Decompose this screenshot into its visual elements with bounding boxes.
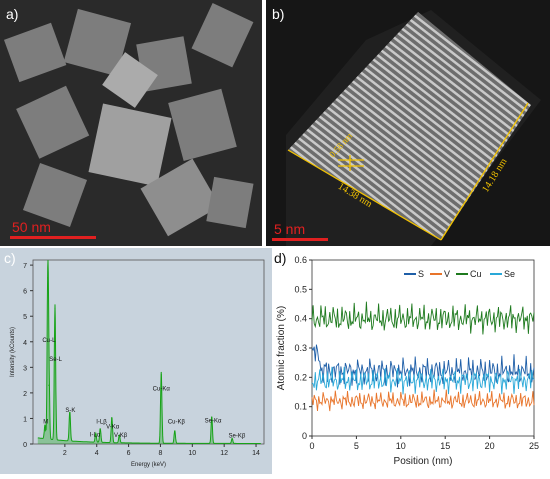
series-line-s	[311, 344, 535, 388]
scale-bar-b	[272, 238, 328, 241]
peak-label: Cu-Kβ	[168, 420, 186, 426]
x-tick-label: 25	[529, 441, 539, 451]
x-tick-label: 4	[95, 450, 99, 457]
peak-label: Se-Kα	[205, 418, 222, 424]
x-axis-label: Position (nm)	[394, 456, 453, 467]
nanocube	[102, 52, 158, 108]
atomic-fraction-chart: 0 0.1 0.2 0.3 0.4 0.5 0.6 0 5 10 15 20 25 Position (n…	[276, 255, 539, 467]
legend-label-v: V	[444, 269, 450, 279]
y-tick-label: 2	[23, 391, 27, 398]
y-tick-label: 4	[23, 340, 27, 347]
spectrum-peak	[111, 417, 113, 420]
nanocube	[206, 176, 254, 229]
scale-bar-label-b: 5 nm	[274, 221, 306, 237]
spectrum-peak	[160, 371, 162, 374]
x-tick-label: 5	[354, 441, 359, 451]
panel-a-tem-image: a) 50 nm	[0, 0, 262, 246]
y-tick-label: 0.4	[294, 314, 307, 324]
y-tick-label: 0.3	[294, 343, 307, 353]
spectrum-peak	[54, 307, 56, 310]
edge-line-14-18	[440, 102, 529, 241]
nanocube	[191, 3, 254, 68]
legend-label-cu: Cu	[470, 269, 482, 279]
spectrum-fill	[37, 260, 261, 444]
panel-d-line-profile: d) 0 0.1 0.2 0.3 0.4 0.5 0.6 0 5 10 15 20 25 Position…	[272, 248, 550, 474]
scale-bar-label-a: 50 nm	[12, 219, 51, 235]
y-tick-label: 7	[23, 263, 27, 270]
nanocube	[22, 162, 88, 228]
x-tick-label: 6	[127, 450, 131, 457]
tem-overview-svg	[0, 0, 262, 246]
x-tick-label: 10	[396, 441, 406, 451]
spectrum-peak	[118, 435, 120, 437]
peak-label: I-Lβ	[96, 420, 107, 426]
series-line-v	[311, 389, 535, 412]
panel-b-hrtem-image: b) 0.58 nm 14.38 nm 14.18 nm 5 nm	[266, 0, 550, 246]
x-tick-label: 12	[220, 450, 228, 457]
y-axis-label: Intensity (kCounts)	[10, 327, 16, 377]
spectrum-line	[37, 259, 261, 444]
x-tick-label: 10	[188, 450, 196, 457]
peak-label: V-Kβ	[114, 433, 128, 439]
panel-label-c: c)	[4, 250, 16, 266]
peak-label: Se-L	[49, 357, 62, 363]
spectrum-peak	[211, 416, 213, 418]
x-axis-label: Energy (keV)	[131, 462, 166, 468]
y-tick-label: 0.1	[294, 402, 307, 412]
spectrum-peak	[47, 277, 49, 279]
y-tick-label: 0.6	[294, 255, 307, 265]
spectrum-peak	[99, 429, 101, 431]
spectrum-peak	[231, 438, 233, 440]
legend-label-se: Se	[504, 269, 515, 279]
legend-label-s: S	[418, 269, 424, 279]
y-tick-label: 6	[23, 289, 27, 296]
panel-label-a: a)	[6, 6, 19, 22]
x-tick-label: 20	[485, 441, 495, 451]
peak-label: Cu-L	[42, 338, 56, 344]
y-tick-label: 1	[23, 416, 27, 423]
peak-label: V-Kα	[106, 425, 120, 431]
peak-label: I-Lα	[90, 432, 101, 438]
y-tick-label: 3	[23, 365, 27, 372]
panel-label-d: d)	[274, 250, 287, 266]
panel-label-b: b)	[272, 6, 285, 22]
peak-label: Se-Kβ	[229, 434, 246, 440]
spectrum-peak	[44, 429, 46, 431]
spectrum-peak	[174, 430, 176, 432]
y-tick-label: 0.5	[294, 284, 307, 294]
spectrum-peak	[69, 414, 71, 416]
nanocube	[16, 85, 90, 159]
nanocube	[88, 103, 172, 187]
nanocube	[63, 8, 132, 77]
peak-label: Cu-Kα	[153, 386, 171, 392]
plot-frame	[311, 259, 535, 437]
series-line-cu	[311, 301, 535, 335]
nanocube	[3, 22, 67, 83]
y-axis-label: Atomic fraction (%)	[276, 306, 287, 390]
y-tick-label: 0	[23, 442, 27, 449]
peak-label: M	[43, 420, 48, 426]
nanocube	[140, 158, 220, 237]
y-tick-label: 0	[302, 431, 307, 441]
edge-line-14-38	[287, 149, 442, 241]
spectrum-peak	[48, 384, 50, 386]
nanocube	[168, 88, 237, 161]
y-tick-label: 0.2	[294, 372, 307, 382]
scale-bar-a	[10, 236, 96, 239]
x-tick-label: 0	[309, 441, 314, 451]
panel-c-eds: c) 0 1 2 3 4 5 6 7 2 4 6 8 10 12 14 Energy (keV) Intensi…	[0, 248, 272, 474]
x-tick-label: 2	[63, 450, 67, 457]
spectrum-peak	[95, 434, 97, 436]
y-tick-label: 5	[23, 314, 27, 321]
hrtem-svg	[266, 0, 550, 246]
x-tick-label: 8	[158, 450, 162, 457]
series-line-se	[311, 366, 535, 395]
lattice-fringes	[288, 12, 531, 240]
x-tick-label: 15	[440, 441, 450, 451]
peak-label: S-K	[65, 408, 75, 414]
plot-frame	[32, 259, 265, 445]
x-tick-label: 14	[252, 450, 260, 457]
